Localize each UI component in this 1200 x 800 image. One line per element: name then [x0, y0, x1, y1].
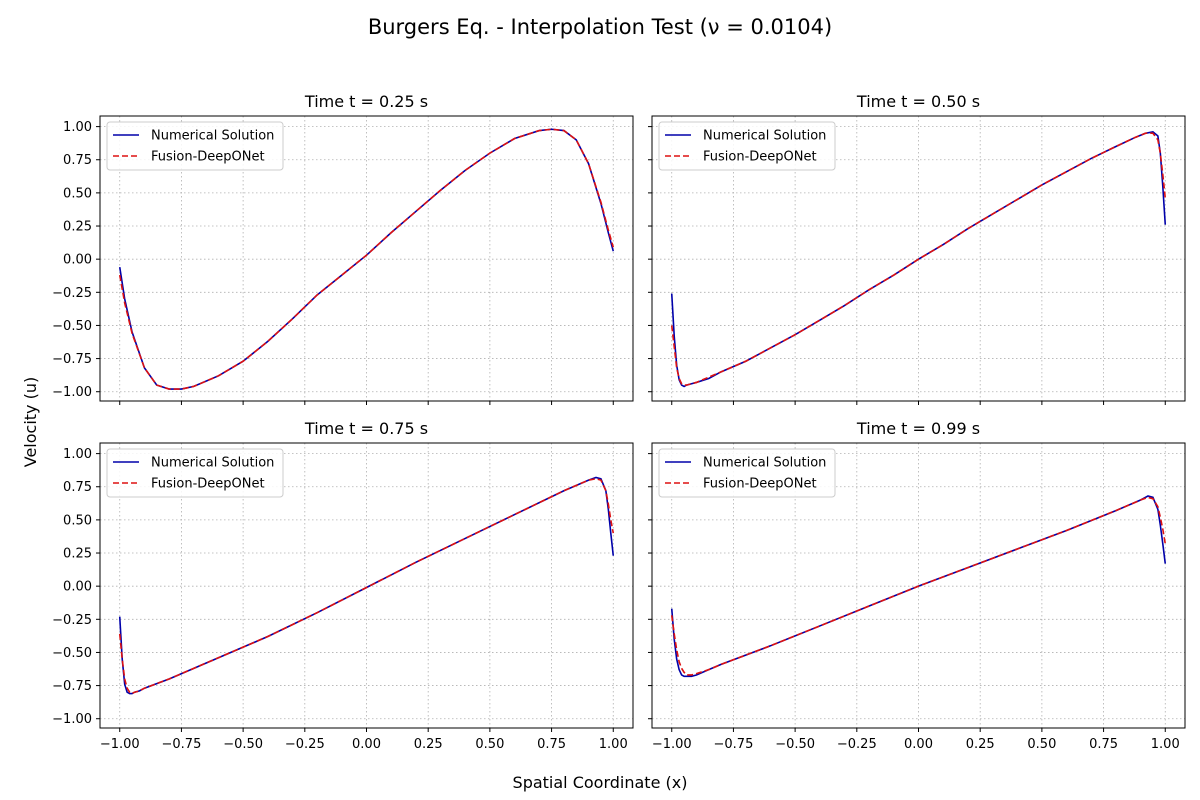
- legend: Numerical Solution Fusion-DeepONet: [658, 121, 836, 171]
- x-axis-label: Spatial Coordinate (x): [513, 773, 688, 792]
- y-tick-label: 1.00: [63, 447, 92, 462]
- subplot-grid: 1.000.750.500.250.00−0.25−0.50−0.75−1.00…: [52, 92, 1186, 752]
- legend-label: Numerical Solution: [703, 456, 826, 471]
- x-tick-label: 0.25: [966, 737, 995, 752]
- legend: Numerical Solution Fusion-DeepONet: [106, 448, 284, 498]
- series-line-numerical: [118, 476, 615, 695]
- x-tick-label: −0.50: [223, 737, 263, 752]
- x-tick-label: 0.75: [1089, 737, 1118, 752]
- subplot-title: Time t = 0.50 s: [856, 92, 980, 111]
- x-tick-label: −0.75: [714, 737, 754, 752]
- x-tick-label: 1.00: [1151, 737, 1180, 752]
- legend-box: [658, 448, 836, 498]
- x-tick-label: −1.00: [100, 737, 140, 752]
- legend-label: Numerical Solution: [151, 129, 274, 144]
- y-tick-label: 0.75: [63, 480, 92, 495]
- y-tick-label: −0.75: [52, 352, 92, 367]
- x-tick-label: −0.50: [775, 737, 815, 752]
- legend-box: [106, 121, 284, 171]
- series-line-deeponet: [118, 477, 615, 695]
- subplot-1: 1.00 0.75 0.50 0.25 0.00 −0.25 −0.50 −0.75 −1.00…: [52, 92, 634, 405]
- series-line-deeponet: [670, 132, 1167, 386]
- legend-label: Fusion-DeepONet: [703, 477, 817, 492]
- x-tick-label: 0.75: [537, 737, 566, 752]
- legend-label: Numerical Solution: [703, 129, 826, 144]
- y-tick-label: −0.25: [52, 286, 92, 301]
- y-tick-label: −1.00: [52, 712, 92, 727]
- series-line-deeponet: [118, 128, 615, 390]
- y-tick-label: 0.50: [63, 513, 92, 528]
- legend-label: Fusion-DeepONet: [151, 477, 265, 492]
- legend-box: [106, 448, 284, 498]
- x-tick-label: 0.50: [1027, 737, 1056, 752]
- x-tick-label: 1.00: [599, 737, 628, 752]
- x-tick-label: 0.50: [475, 737, 504, 752]
- series-line-deeponet: [670, 496, 1167, 676]
- series-line-numerical: [670, 495, 1167, 678]
- subplot-title: Time t = 0.25 s: [304, 92, 428, 111]
- grid-lines: [652, 443, 1185, 728]
- y-tick-label: −0.50: [52, 319, 92, 334]
- y-tick-label: −0.50: [52, 646, 92, 661]
- subplot-title: Time t = 0.75 s: [304, 419, 428, 438]
- x-tick-label: −0.25: [837, 737, 877, 752]
- y-tick-label: 0.25: [63, 220, 92, 235]
- x-tick-label: −0.25: [285, 737, 325, 752]
- subplot-4: −1.00 −0.75 −0.50 −0.25 0.00 0.25 0.50 0.75 1.00…: [648, 419, 1186, 752]
- y-axis-label: Velocity (u): [21, 377, 40, 467]
- x-tick-label: 0.00: [904, 737, 933, 752]
- legend-label: Fusion-DeepONet: [151, 150, 265, 165]
- x-tick-label: 0.25: [414, 737, 443, 752]
- x-tick-label: 0.00: [352, 737, 381, 752]
- y-tick-label: −1.00: [52, 385, 92, 400]
- legend-label: Numerical Solution: [151, 456, 274, 471]
- subplot-3: −1.00 −0.75 −0.50 −0.25 0.00 0.25 0.50 0.75 1.00…: [52, 419, 634, 752]
- y-tick-label: 0.00: [63, 580, 92, 595]
- x-tick-label: −0.75: [162, 737, 202, 752]
- y-tick-label: 1.00: [63, 120, 92, 135]
- x-tick-label: −1.00: [652, 737, 692, 752]
- legend-box: [658, 121, 836, 171]
- legend: Numerical Solution Fusion-DeepONet: [106, 121, 284, 171]
- y-tick-label: −0.25: [52, 613, 92, 628]
- subplot-title: Time t = 0.99 s: [856, 419, 980, 438]
- y-tick-label: 0.00: [63, 253, 92, 268]
- figure-title: Burgers Eq. - Interpolation Test (ν = 0.…: [368, 15, 832, 39]
- legend-label: Fusion-DeepONet: [703, 150, 817, 165]
- subplot-2: Time t = 0.50 s Numerical Solution Fusion-…: [648, 92, 1186, 405]
- legend: Numerical Solution Fusion-DeepONet: [658, 448, 836, 498]
- y-tick-label: 0.75: [63, 153, 92, 168]
- y-tick-label: −0.75: [52, 679, 92, 694]
- y-tick-label: 0.25: [63, 547, 92, 562]
- y-tick-label: 0.50: [63, 186, 92, 201]
